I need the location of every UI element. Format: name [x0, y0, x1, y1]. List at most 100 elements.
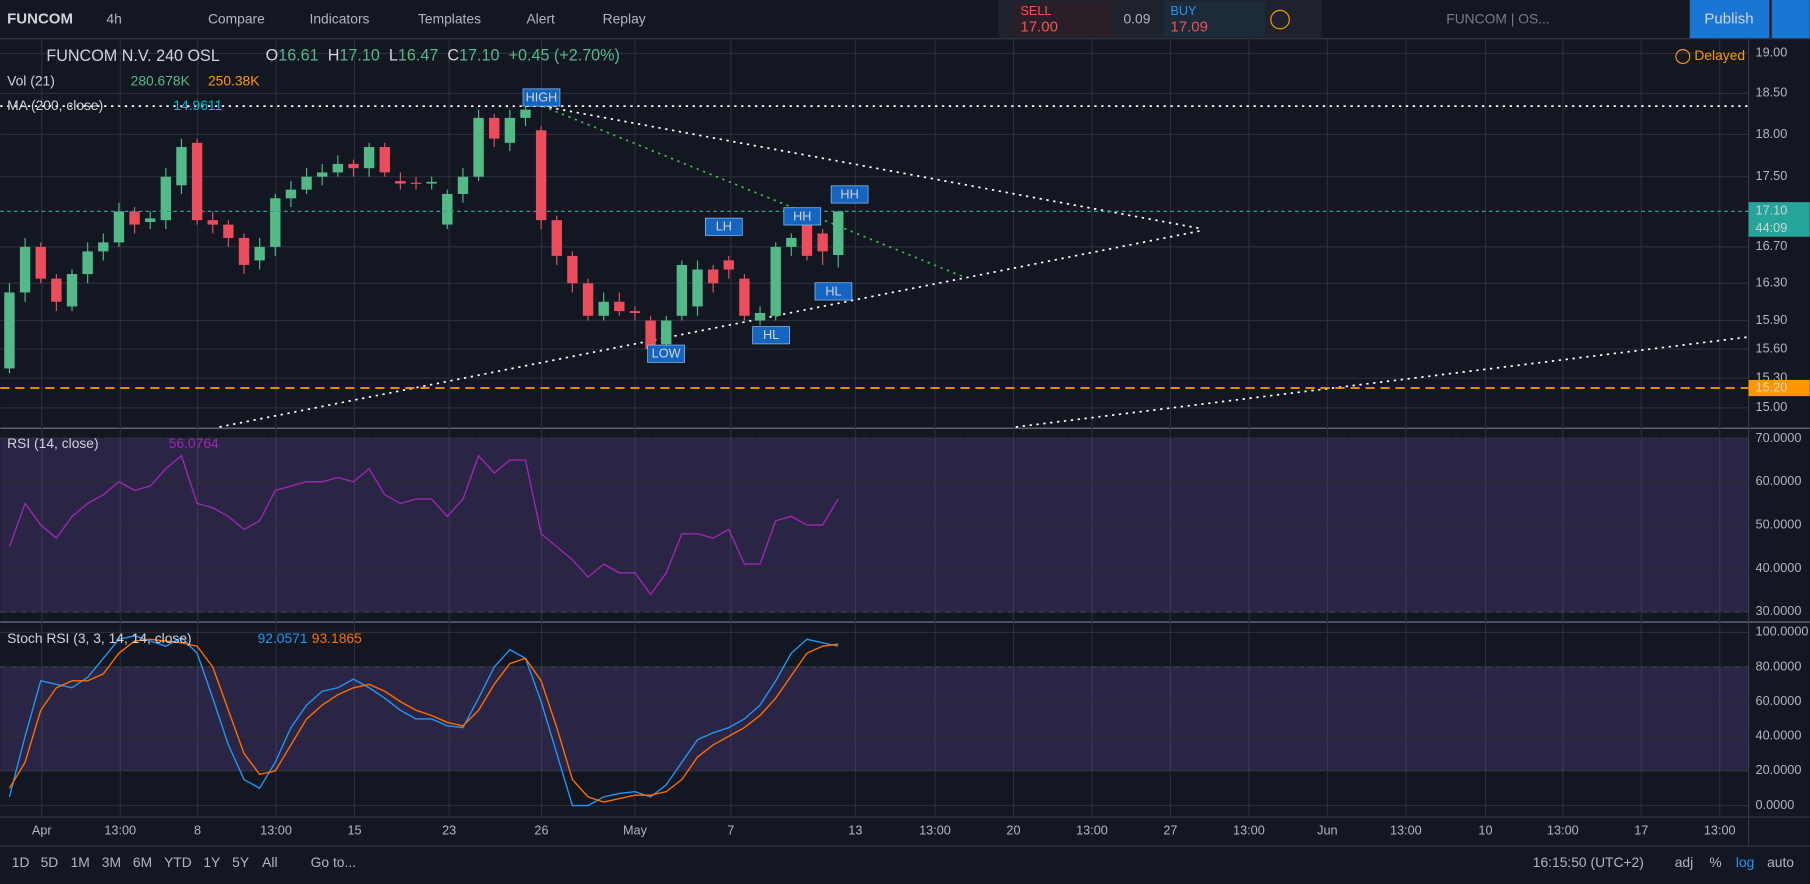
- candle-body: [98, 242, 109, 252]
- x-tick-label: Apr: [32, 823, 53, 837]
- x-tick-label: 13:00: [1547, 823, 1579, 837]
- candle-body: [332, 163, 344, 173]
- x-tick-label: 17: [1634, 823, 1648, 837]
- x-tick-label: 26: [534, 823, 548, 837]
- candle-body: [426, 181, 437, 184]
- goto[interactable]: Go to...: [311, 854, 356, 870]
- candle-body: [833, 211, 844, 255]
- spread: 0.09: [1124, 10, 1151, 26]
- range[interactable]: 3M: [102, 854, 121, 870]
- annotation: HIGH: [526, 90, 558, 104]
- y-tick-label: 17.50: [1756, 169, 1788, 183]
- ohlc-key: C: [447, 47, 459, 65]
- y-tick-label: 50.0000: [1756, 517, 1802, 531]
- sell-button[interactable]: [1013, 1, 1112, 37]
- candle-body: [160, 176, 172, 221]
- toolbar-item[interactable]: Compare: [208, 10, 265, 26]
- publish-label: Publish: [1704, 11, 1753, 28]
- ohlc-key: L: [389, 47, 398, 65]
- option[interactable]: %: [1709, 854, 1721, 870]
- buy-button[interactable]: [1163, 1, 1266, 37]
- range[interactable]: YTD: [164, 854, 192, 870]
- y-tick-label: 18.50: [1756, 86, 1788, 100]
- range[interactable]: 5D: [41, 854, 59, 870]
- candle-body: [754, 312, 766, 321]
- candle-body: [614, 301, 625, 312]
- change: +0.45 (+2.70%): [509, 47, 620, 65]
- y-tick-label: 15.00: [1756, 400, 1788, 414]
- annotation: HL: [825, 284, 841, 298]
- range[interactable]: 1M: [71, 854, 90, 870]
- annotation-box: [705, 217, 743, 236]
- toolbar-item[interactable]: Replay: [603, 10, 646, 26]
- sell-price: 17.00: [1020, 19, 1058, 36]
- candle-body: [129, 211, 140, 225]
- range[interactable]: 5Y: [232, 854, 249, 870]
- candle-body: [489, 117, 500, 139]
- candle-body: [661, 320, 672, 345]
- rsi-label: RSI (14, close): [7, 435, 98, 451]
- candle-body: [363, 147, 375, 169]
- delayed-icon: [1675, 49, 1691, 65]
- option[interactable]: auto: [1767, 854, 1794, 870]
- annotation: LOW: [652, 347, 681, 361]
- alert-badge: [1748, 379, 1810, 397]
- trend-line: [1015, 336, 1749, 428]
- candle-body: [19, 246, 31, 293]
- candle-body: [770, 246, 781, 316]
- candle-body: [707, 269, 719, 284]
- x-tick-label: 27: [1163, 823, 1177, 837]
- x-tick-label: 13:00: [104, 823, 136, 837]
- ohlc: O16.61 H17.10 L16.47 C17.10 +0.45 (+2.70…: [266, 47, 620, 65]
- y-tick-label: 15.90: [1756, 313, 1788, 327]
- candle-body: [535, 130, 547, 221]
- annotation: LH: [716, 220, 732, 234]
- x-tick-label: 8: [194, 823, 201, 837]
- y-tick-label: 100.0000: [1756, 625, 1809, 639]
- candle-body: [442, 193, 453, 225]
- play-button[interactable]: [1771, 0, 1810, 39]
- annotation: HH: [793, 209, 811, 223]
- delayed: Delayed: [1694, 47, 1745, 63]
- range[interactable]: 1Y: [203, 854, 220, 870]
- interval[interactable]: 4h: [106, 10, 121, 26]
- candle-body: [786, 237, 797, 247]
- volume-ma-value: 250.38K: [208, 73, 260, 89]
- range[interactable]: 6M: [133, 854, 152, 870]
- toolbar-item[interactable]: Alert: [526, 10, 555, 26]
- ohlc-value: 16.47: [398, 47, 438, 65]
- toolbar-item[interactable]: Indicators: [310, 10, 370, 26]
- annotation-box: [814, 282, 853, 301]
- buy-price: 17.09: [1170, 19, 1208, 36]
- annotation-box: [647, 344, 685, 363]
- trend-line: [542, 105, 1201, 230]
- y-tick-label: 40.0000: [1756, 729, 1802, 743]
- symbol[interactable]: FUNCOM: [7, 11, 73, 28]
- y-tick-label: 40.0000: [1756, 561, 1802, 575]
- range[interactable]: All: [262, 854, 277, 870]
- y-tick-label: 70.0000: [1756, 431, 1802, 445]
- grid: [0, 39, 1749, 818]
- option[interactable]: adj: [1675, 854, 1693, 870]
- range[interactable]: 1D: [12, 854, 30, 870]
- stoch-d-value: 93.1865: [312, 630, 362, 646]
- candle-body: [457, 176, 469, 194]
- candle-body: [739, 278, 750, 316]
- x-tick-label: 13:00: [1233, 823, 1265, 837]
- plot: Apr 13:00 8 13:00 15 23 26 May 7 13 13:00 20 13:00 27…: [0, 46, 1810, 837]
- layout-name[interactable]: FUNCOM | OS...: [1446, 10, 1549, 26]
- symbol-name: FUNCOM N.V. 240 OSL: [46, 47, 219, 65]
- candle-body: [723, 260, 734, 270]
- candle-body: [645, 320, 656, 350]
- y-tick-label: 20.0000: [1756, 763, 1802, 777]
- toolbar-item[interactable]: Templates: [418, 10, 481, 26]
- candle-body: [176, 147, 187, 186]
- info-icon[interactable]: [1270, 9, 1290, 30]
- option[interactable]: log: [1736, 854, 1754, 870]
- candle-body: [145, 218, 156, 222]
- y-tick-label: 18.00: [1756, 127, 1788, 141]
- publish-button[interactable]: [1689, 0, 1770, 39]
- y-tick-label: 19.00: [1756, 46, 1788, 60]
- series-line: [8, 454, 839, 596]
